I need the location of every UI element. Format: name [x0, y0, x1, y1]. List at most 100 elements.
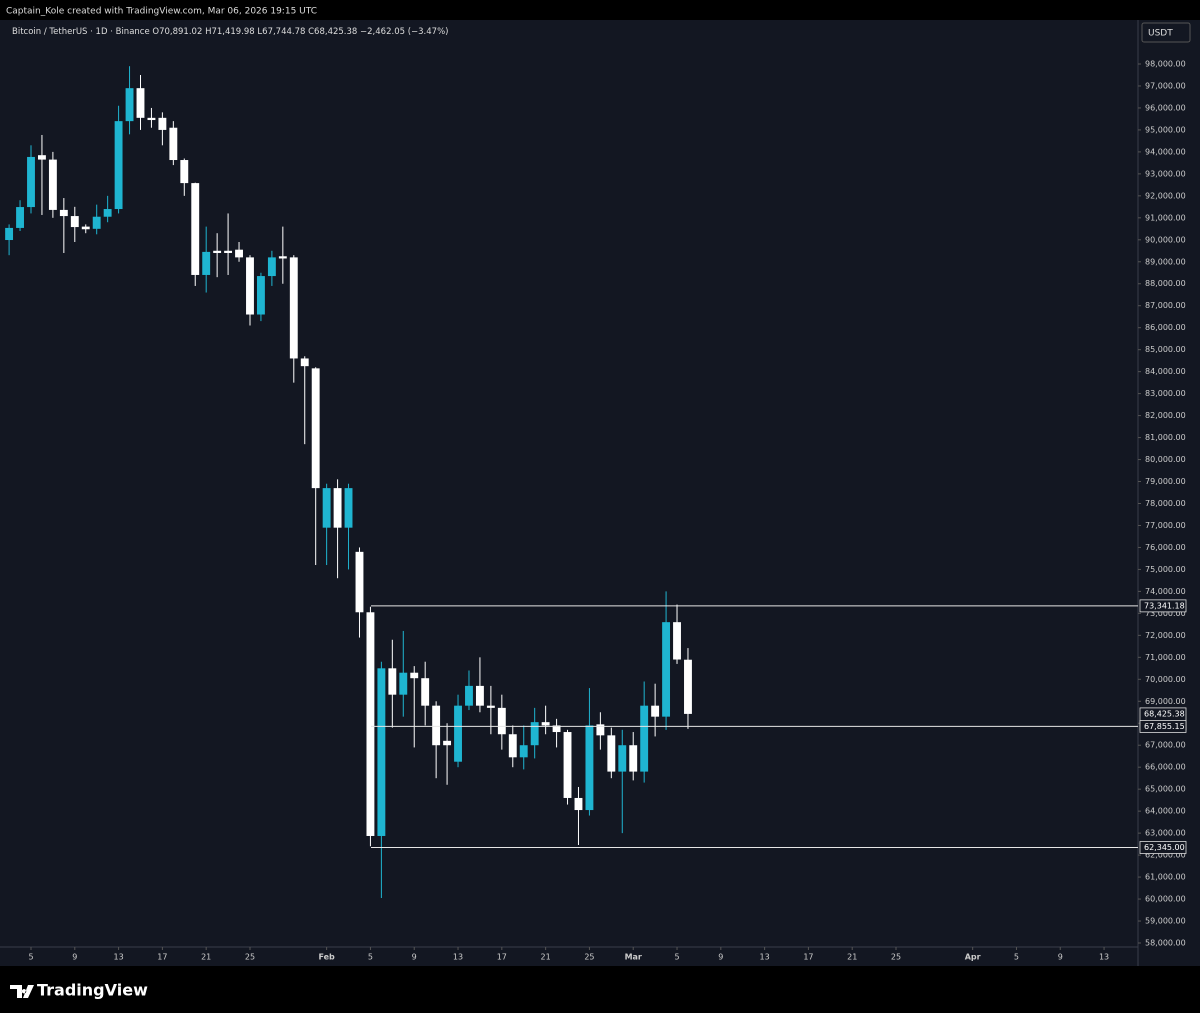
candle-body	[114, 121, 123, 210]
candle-body	[399, 672, 408, 695]
candle-body	[574, 797, 583, 811]
candle-body	[519, 745, 528, 758]
candle-body	[38, 155, 46, 160]
candle-body	[673, 622, 681, 660]
currency-label[interactable]: USDT	[1148, 29, 1173, 39]
candle-body	[16, 207, 24, 228]
y-tick-label: 81,000.00	[1145, 433, 1186, 442]
candle-body	[475, 685, 484, 706]
logo-text: TradingView	[37, 981, 148, 1000]
legend-open: O70,891.02	[152, 27, 202, 37]
candle-body	[311, 368, 320, 489]
candle-body	[421, 678, 430, 706]
candle-body	[486, 705, 495, 708]
x-tick-label: 17	[157, 953, 167, 962]
x-tick-label: 13	[1099, 953, 1109, 962]
y-tick-label: 89,000.00	[1145, 257, 1186, 266]
candle-body	[191, 183, 200, 275]
candle-body	[27, 156, 35, 208]
y-tick-label: 88,000.00	[1145, 279, 1186, 288]
x-tick-label: 9	[412, 953, 417, 962]
legend-high: H71,419.98	[205, 27, 255, 37]
candle-body	[651, 705, 660, 717]
y-tick-label: 64,000.00	[1145, 807, 1186, 816]
y-tick-label: 80,000.00	[1145, 455, 1186, 464]
y-tick-label: 73,000.00	[1145, 609, 1186, 618]
candle-body	[465, 685, 473, 706]
candle-body	[366, 612, 375, 836]
x-tick-label: 9	[72, 953, 77, 962]
x-tick-label: 13	[453, 953, 463, 962]
candle-body	[563, 732, 572, 798]
y-tick-label: 74,000.00	[1145, 587, 1186, 596]
y-tick-label: 65,000.00	[1145, 785, 1186, 794]
x-tick-label: 17	[497, 953, 507, 962]
y-tick-label: 96,000.00	[1145, 103, 1186, 112]
candle-body	[530, 722, 539, 746]
candle-body	[202, 251, 211, 275]
candle-body	[103, 209, 112, 217]
level-tag-box	[1139, 841, 1187, 854]
x-tick-label: Feb	[318, 953, 335, 962]
candle-body	[147, 117, 156, 121]
x-tick-label: 13	[760, 953, 770, 962]
candle-body	[541, 722, 550, 726]
candle-body	[235, 249, 243, 258]
candle-body	[388, 668, 397, 695]
x-tick-label: 17	[803, 953, 813, 962]
y-tick-label: 94,000.00	[1145, 147, 1186, 156]
y-tick-label: 87,000.00	[1145, 301, 1186, 310]
x-tick-label: 5	[28, 953, 33, 962]
candle-body	[267, 257, 276, 277]
candle-body	[585, 725, 594, 811]
y-tick-label: 91,000.00	[1145, 213, 1186, 222]
x-tick-label: 25	[245, 953, 255, 962]
candle-body	[432, 705, 441, 746]
y-tick-label: 97,000.00	[1145, 81, 1186, 90]
y-tick-label: 82,000.00	[1145, 411, 1186, 420]
y-tick-label: 76,000.00	[1145, 543, 1186, 552]
x-tick-label: 25	[584, 953, 594, 962]
candle-body	[607, 735, 616, 772]
y-tick-label: 84,000.00	[1145, 367, 1186, 376]
level-tag-label: 73,341.18	[1144, 601, 1185, 610]
candle-body	[136, 88, 145, 118]
candle-body	[48, 159, 57, 210]
level-tag-label: 62,345.00	[1144, 843, 1185, 852]
attribution: Captain_Kole created with TradingView.co…	[6, 7, 317, 17]
y-tick-label: 95,000.00	[1145, 125, 1186, 134]
y-tick-label: 61,000.00	[1145, 873, 1186, 882]
y-tick-label: 59,000.00	[1145, 917, 1186, 926]
candle-body	[289, 257, 298, 359]
candle-body	[169, 127, 178, 161]
x-tick-label: 13	[113, 953, 123, 962]
x-tick-label: Apr	[965, 953, 981, 962]
candle-body	[355, 551, 364, 613]
level-tag-box	[1139, 720, 1187, 733]
candle-body	[70, 216, 79, 228]
x-tick-label: 9	[1058, 953, 1063, 962]
candle-body	[322, 488, 331, 528]
legend-symbol: Bitcoin / TetherUS · 1D · Binance	[12, 27, 150, 37]
y-tick-label: 70,000.00	[1145, 675, 1186, 684]
y-tick-label: 75,000.00	[1145, 565, 1186, 574]
y-tick-label: 77,000.00	[1145, 521, 1186, 530]
candle-body	[92, 216, 101, 229]
candle-body	[344, 488, 353, 528]
y-tick-label: 92,000.00	[1145, 191, 1186, 200]
y-tick-label: 98,000.00	[1145, 59, 1186, 68]
x-tick-label: 5	[368, 953, 373, 962]
price-tag-label: 68,425.38	[1144, 709, 1185, 718]
candle-body	[618, 745, 627, 772]
y-tick-label: 83,000.00	[1145, 389, 1186, 398]
y-tick-label: 67,000.00	[1145, 741, 1186, 750]
y-tick-label: 78,000.00	[1145, 499, 1186, 508]
x-tick-label: 5	[1014, 953, 1019, 962]
x-tick-label: 21	[201, 953, 211, 962]
currency-button[interactable]	[1141, 22, 1191, 43]
candle-body	[497, 707, 506, 735]
candle-body	[256, 276, 265, 315]
candle-body	[158, 117, 167, 130]
candle-body	[508, 734, 517, 758]
